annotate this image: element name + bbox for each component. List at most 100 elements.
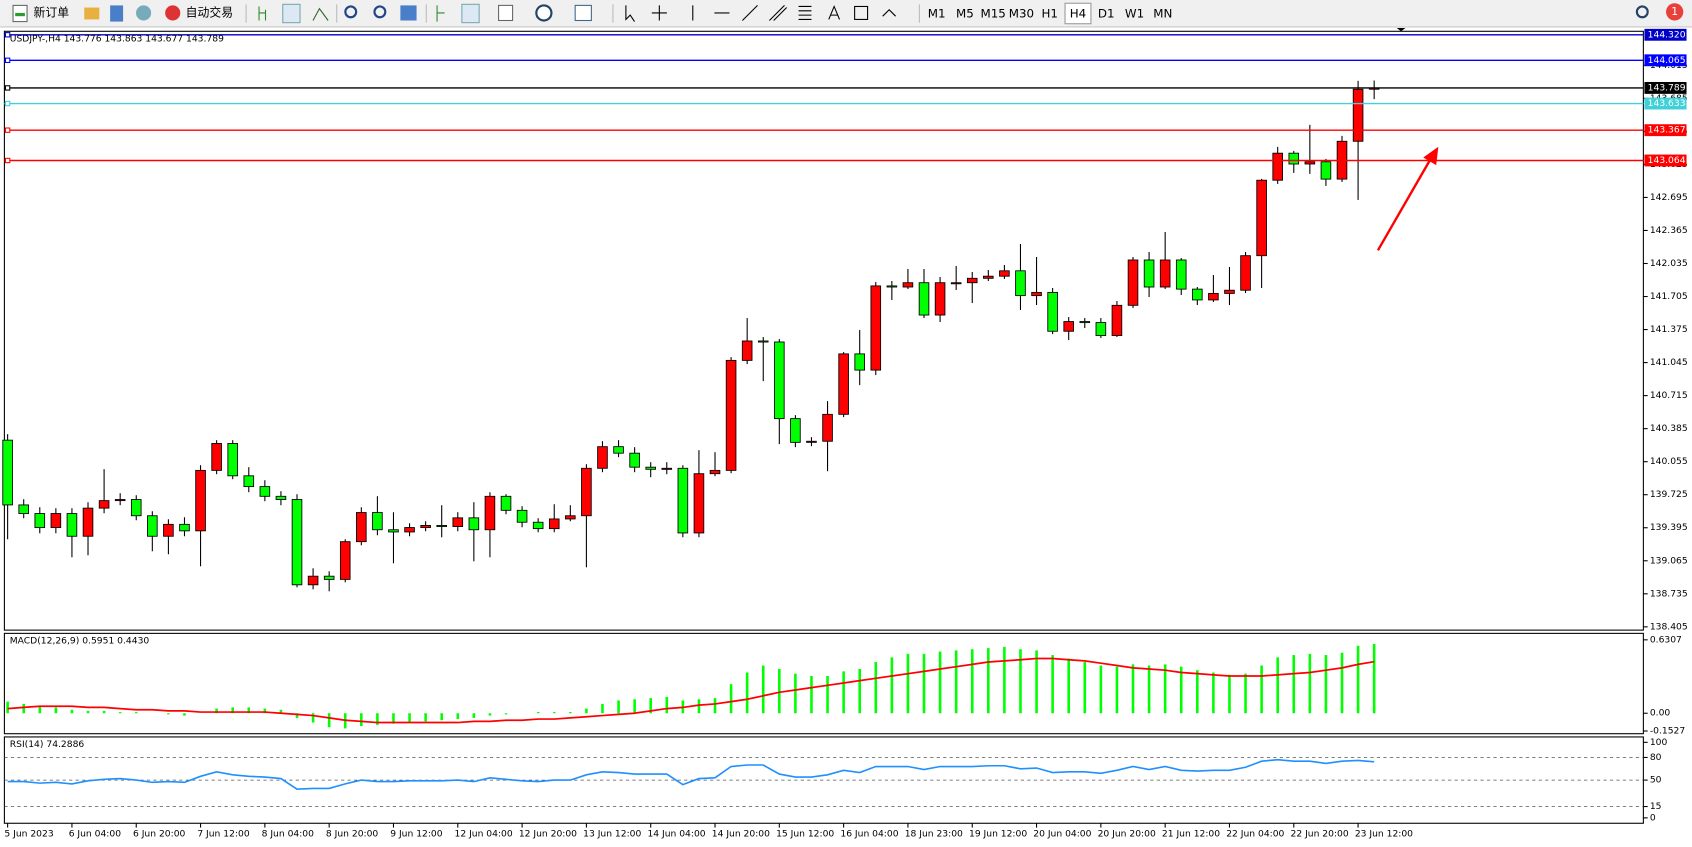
notification-count: 1 bbox=[1671, 5, 1678, 18]
level-label: 143.064 bbox=[1648, 155, 1686, 166]
auto-trading-button[interactable]: 自动交易 bbox=[165, 5, 233, 21]
timeframes: M1 M5 M15 M30 H1 H4 D1 W1 MN bbox=[928, 2, 1172, 25]
zoom-out[interactable] bbox=[373, 5, 387, 19]
candle-body bbox=[822, 413, 833, 442]
x-tick-label: 15 Jun 12:00 bbox=[776, 829, 834, 840]
y-tick-label: 50 bbox=[1650, 775, 1662, 786]
candle-body bbox=[339, 541, 351, 580]
timeframe-button[interactable]: M5 bbox=[956, 7, 974, 21]
candle-body bbox=[500, 495, 512, 511]
icon-button[interactable] bbox=[258, 6, 267, 21]
x-tick-label: 22 Jun 20:00 bbox=[1291, 829, 1349, 840]
candle-body bbox=[356, 512, 367, 543]
active-timeframe bbox=[1064, 2, 1092, 25]
y-tick-label: 139.065 bbox=[1650, 555, 1688, 566]
candle-body bbox=[1320, 161, 1332, 180]
crosshair-tool[interactable] bbox=[651, 5, 667, 21]
level-handle bbox=[4, 57, 11, 63]
candle-body bbox=[243, 475, 255, 488]
x-tick-label: 5 Jun 2023 bbox=[4, 829, 53, 840]
candle-body bbox=[1256, 179, 1267, 257]
y-tick-label: -0.1527 bbox=[1650, 726, 1686, 737]
candle-body bbox=[661, 467, 673, 470]
channel-tool[interactable] bbox=[769, 5, 788, 21]
icon-button[interactable] bbox=[461, 3, 480, 24]
timeframe-button[interactable]: H4 bbox=[1070, 7, 1086, 21]
candle-body bbox=[34, 513, 46, 528]
candle-body bbox=[854, 353, 865, 371]
x-tick-label: 18 Jun 23:00 bbox=[905, 829, 963, 840]
y-tick-label: 141.045 bbox=[1650, 357, 1688, 368]
x-tick-label: 20 Jun 04:00 bbox=[1033, 829, 1091, 840]
level-handle bbox=[4, 85, 11, 91]
notification-badge[interactable] bbox=[1666, 3, 1684, 21]
icon-button[interactable] bbox=[574, 4, 592, 22]
level-label-bg bbox=[1644, 124, 1687, 137]
timeframe-button[interactable]: D1 bbox=[1098, 7, 1115, 21]
y-tick-label: 142.365 bbox=[1650, 225, 1688, 236]
icon-button[interactable] bbox=[84, 7, 100, 20]
candle-body bbox=[966, 277, 978, 284]
candle-body bbox=[548, 518, 560, 530]
arrow-tool[interactable] bbox=[882, 8, 897, 17]
panel-frame bbox=[3, 30, 1644, 631]
x-tick-label: 12 Jun 20:00 bbox=[519, 829, 577, 840]
icon bbox=[15, 12, 25, 17]
timeframe-button[interactable]: MN bbox=[1153, 7, 1172, 21]
candle-body bbox=[757, 340, 769, 343]
panel-title: RSI(14) 74.2886 bbox=[10, 739, 85, 750]
signal-line bbox=[7, 657, 1375, 724]
text-tool[interactable] bbox=[828, 5, 841, 20]
timeframe-button[interactable]: M15 bbox=[981, 7, 1006, 21]
icon-button[interactable] bbox=[400, 5, 417, 21]
candle-body bbox=[886, 285, 898, 288]
y-tick-label: 0.6307 bbox=[1650, 634, 1682, 645]
x-tick-label: 16 Jun 04:00 bbox=[840, 829, 898, 840]
candle-body bbox=[806, 440, 817, 443]
timeframe-button[interactable]: M1 bbox=[928, 7, 946, 21]
trendline-tool[interactable] bbox=[742, 5, 758, 21]
label-tool[interactable] bbox=[854, 5, 869, 20]
zoom-in[interactable] bbox=[344, 5, 358, 19]
icon-button[interactable] bbox=[282, 3, 301, 24]
candle-body bbox=[1192, 288, 1203, 301]
toolbar: 新订单 自动交易 M1 M5 M15 M30 H1 H4 bbox=[0, 0, 1692, 28]
cursor-tool[interactable] bbox=[625, 5, 635, 22]
icon-button[interactable] bbox=[110, 5, 124, 22]
timeframe-button[interactable]: H1 bbox=[1041, 7, 1057, 21]
candle-body bbox=[291, 499, 303, 586]
level-label-bg bbox=[1644, 81, 1687, 94]
candle-body bbox=[1143, 259, 1155, 288]
search[interactable] bbox=[1635, 5, 1649, 19]
timeframe-button[interactable]: W1 bbox=[1125, 7, 1144, 21]
candle-body bbox=[147, 515, 158, 537]
candle-body bbox=[275, 495, 287, 500]
rsi-line bbox=[7, 758, 1375, 790]
panel-title: MACD(12,26,9) 0.5951 0.4430 bbox=[10, 635, 150, 646]
level-label-bg bbox=[1644, 97, 1687, 110]
candle-body bbox=[934, 282, 946, 316]
candle-body bbox=[50, 513, 62, 528]
candle-body bbox=[983, 275, 994, 279]
candle-body bbox=[404, 527, 415, 533]
icon-button[interactable] bbox=[312, 7, 329, 21]
x-tick-label: 14 Jun 20:00 bbox=[712, 829, 770, 840]
x-tick-label: 9 Jun 12:00 bbox=[390, 829, 443, 840]
new-order-button[interactable]: 新订单 bbox=[12, 4, 69, 23]
fibo-tool[interactable] bbox=[798, 5, 812, 20]
annotation-arrow bbox=[1376, 158, 1432, 251]
icon-button[interactable] bbox=[535, 4, 553, 22]
x-tick-label: 12 Jun 04:00 bbox=[455, 829, 513, 840]
timeframe-button[interactable]: M30 bbox=[1009, 7, 1034, 21]
level-label-bg bbox=[1644, 154, 1687, 167]
y-tick-label: 141.375 bbox=[1650, 324, 1688, 335]
y-tick-label: 0.00 bbox=[1650, 708, 1671, 719]
icon-button[interactable] bbox=[436, 5, 445, 22]
icon-button[interactable] bbox=[136, 5, 152, 21]
candle-body bbox=[66, 513, 78, 537]
toolbar-bg bbox=[0, 0, 1692, 27]
candle-body bbox=[1175, 259, 1187, 290]
time-marker bbox=[1396, 28, 1406, 32]
icon-button[interactable] bbox=[498, 4, 514, 22]
